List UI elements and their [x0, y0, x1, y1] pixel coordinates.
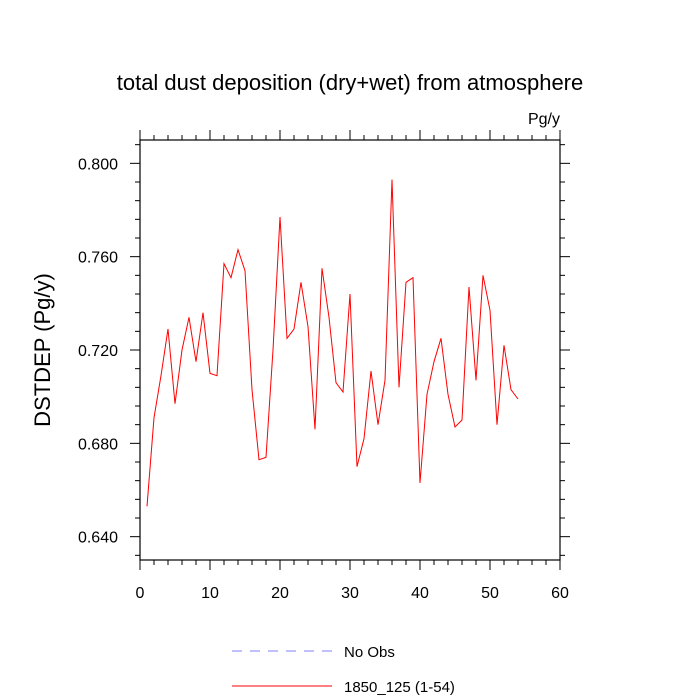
chart-title: total dust deposition (dry+wet) from atm…: [117, 70, 584, 95]
y-tick-label: 0.800: [78, 156, 118, 173]
x-tick-label: 0: [136, 585, 145, 602]
y-tick-label: 0.680: [78, 436, 118, 453]
units-label: Pg/y: [528, 111, 560, 128]
x-tick-label: 30: [341, 585, 359, 602]
legend-label: 1850_125 (1-54): [344, 679, 455, 696]
legend-label: No Obs: [344, 644, 395, 661]
plot-frame: [139, 139, 561, 561]
axis-ticks: [130, 130, 570, 570]
plot-area: [146, 179, 519, 507]
x-tick-label: 60: [551, 585, 569, 602]
x-tick-label: 40: [411, 585, 429, 602]
tick-labels: 0 10 20 30 40 50 60 0.640 0.680 0.720 0.760 0.800: [78, 156, 569, 602]
series-line: [146, 179, 519, 507]
y-tick-label: 0.720: [78, 343, 118, 360]
y-tick-label: 0.640: [78, 530, 118, 547]
x-tick-label: 10: [201, 585, 219, 602]
y-axis-label: DSTDEP (Pg/y): [30, 273, 55, 427]
x-tick-label: 50: [481, 585, 499, 602]
x-tick-label: 20: [271, 585, 289, 602]
legend: No Obs 1850_125 (1-54): [232, 644, 455, 696]
y-tick-label: 0.760: [78, 250, 118, 267]
